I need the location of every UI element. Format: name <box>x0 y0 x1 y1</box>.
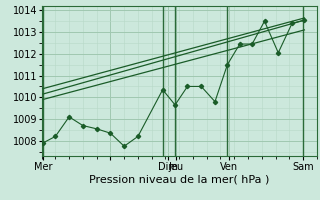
X-axis label: Pression niveau de la mer( hPa ): Pression niveau de la mer( hPa ) <box>89 174 269 184</box>
